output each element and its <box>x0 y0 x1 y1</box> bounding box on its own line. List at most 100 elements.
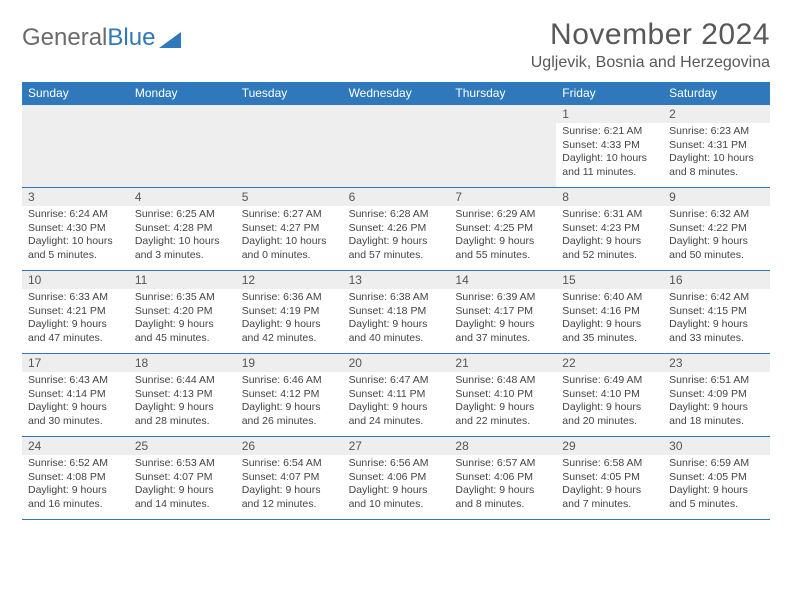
calendar-cell: 11Sunrise: 6:35 AMSunset: 4:20 PMDayligh… <box>129 271 236 353</box>
sunset-text: Sunset: 4:26 PM <box>349 222 444 236</box>
day-number: 23 <box>663 354 770 372</box>
sunrise-text: Sunrise: 6:47 AM <box>349 374 444 388</box>
sunrise-text: Sunrise: 6:59 AM <box>669 457 764 471</box>
sunset-text: Sunset: 4:17 PM <box>455 305 550 319</box>
daylight-text: Daylight: 9 hours and 24 minutes. <box>349 401 444 428</box>
day-header: Wednesday <box>343 82 450 104</box>
day-number: 17 <box>22 354 129 372</box>
day-header: Tuesday <box>236 82 343 104</box>
day-content: Sunrise: 6:47 AMSunset: 4:11 PMDaylight:… <box>343 372 450 433</box>
calendar-cell: 7Sunrise: 6:29 AMSunset: 4:25 PMDaylight… <box>449 188 556 270</box>
sunset-text: Sunset: 4:06 PM <box>349 471 444 485</box>
day-number: 4 <box>129 188 236 206</box>
sunset-text: Sunset: 4:12 PM <box>242 388 337 402</box>
week-row: 24Sunrise: 6:52 AMSunset: 4:08 PMDayligh… <box>22 436 770 520</box>
sunset-text: Sunset: 4:18 PM <box>349 305 444 319</box>
daylight-text: Daylight: 9 hours and 18 minutes. <box>669 401 764 428</box>
logo-text-2: Blue <box>107 24 155 52</box>
day-number <box>449 105 556 123</box>
calendar-cell-empty <box>449 105 556 187</box>
day-content: Sunrise: 6:59 AMSunset: 4:05 PMDaylight:… <box>663 455 770 516</box>
calendar-cell: 24Sunrise: 6:52 AMSunset: 4:08 PMDayligh… <box>22 437 129 519</box>
sunrise-text: Sunrise: 6:49 AM <box>562 374 657 388</box>
title-block: November 2024 Ugljevik, Bosnia and Herze… <box>531 18 770 72</box>
day-content: Sunrise: 6:36 AMSunset: 4:19 PMDaylight:… <box>236 289 343 350</box>
day-content: Sunrise: 6:48 AMSunset: 4:10 PMDaylight:… <box>449 372 556 433</box>
calendar-cell: 27Sunrise: 6:56 AMSunset: 4:06 PMDayligh… <box>343 437 450 519</box>
calendar-cell: 13Sunrise: 6:38 AMSunset: 4:18 PMDayligh… <box>343 271 450 353</box>
week-row: 10Sunrise: 6:33 AMSunset: 4:21 PMDayligh… <box>22 270 770 353</box>
sunset-text: Sunset: 4:06 PM <box>455 471 550 485</box>
sunset-text: Sunset: 4:16 PM <box>562 305 657 319</box>
calendar-cell: 1Sunrise: 6:21 AMSunset: 4:33 PMDaylight… <box>556 105 663 187</box>
day-content: Sunrise: 6:42 AMSunset: 4:15 PMDaylight:… <box>663 289 770 350</box>
calendar-cell: 3Sunrise: 6:24 AMSunset: 4:30 PMDaylight… <box>22 188 129 270</box>
sunrise-text: Sunrise: 6:23 AM <box>669 125 764 139</box>
sunrise-text: Sunrise: 6:39 AM <box>455 291 550 305</box>
sunrise-text: Sunrise: 6:25 AM <box>135 208 230 222</box>
day-content: Sunrise: 6:32 AMSunset: 4:22 PMDaylight:… <box>663 206 770 267</box>
daylight-text: Daylight: 9 hours and 55 minutes. <box>455 235 550 262</box>
daylight-text: Daylight: 10 hours and 0 minutes. <box>242 235 337 262</box>
daylight-text: Daylight: 9 hours and 26 minutes. <box>242 401 337 428</box>
day-number: 16 <box>663 271 770 289</box>
calendar-cell: 30Sunrise: 6:59 AMSunset: 4:05 PMDayligh… <box>663 437 770 519</box>
daylight-text: Daylight: 9 hours and 47 minutes. <box>28 318 123 345</box>
calendar-cell: 6Sunrise: 6:28 AMSunset: 4:26 PMDaylight… <box>343 188 450 270</box>
sunrise-text: Sunrise: 6:43 AM <box>28 374 123 388</box>
day-number <box>343 105 450 123</box>
calendar-cell: 21Sunrise: 6:48 AMSunset: 4:10 PMDayligh… <box>449 354 556 436</box>
day-content: Sunrise: 6:52 AMSunset: 4:08 PMDaylight:… <box>22 455 129 516</box>
calendar-cell-empty <box>22 105 129 187</box>
calendar-cell: 16Sunrise: 6:42 AMSunset: 4:15 PMDayligh… <box>663 271 770 353</box>
day-content: Sunrise: 6:28 AMSunset: 4:26 PMDaylight:… <box>343 206 450 267</box>
sunrise-text: Sunrise: 6:54 AM <box>242 457 337 471</box>
daylight-text: Daylight: 9 hours and 8 minutes. <box>455 484 550 511</box>
day-content: Sunrise: 6:39 AMSunset: 4:17 PMDaylight:… <box>449 289 556 350</box>
day-content: Sunrise: 6:38 AMSunset: 4:18 PMDaylight:… <box>343 289 450 350</box>
sunset-text: Sunset: 4:11 PM <box>349 388 444 402</box>
sunset-text: Sunset: 4:14 PM <box>28 388 123 402</box>
daylight-text: Daylight: 9 hours and 42 minutes. <box>242 318 337 345</box>
day-number: 19 <box>236 354 343 372</box>
week-row: 3Sunrise: 6:24 AMSunset: 4:30 PMDaylight… <box>22 187 770 270</box>
sunrise-text: Sunrise: 6:44 AM <box>135 374 230 388</box>
sunset-text: Sunset: 4:23 PM <box>562 222 657 236</box>
day-number: 12 <box>236 271 343 289</box>
sunrise-text: Sunrise: 6:36 AM <box>242 291 337 305</box>
calendar-cell: 9Sunrise: 6:32 AMSunset: 4:22 PMDaylight… <box>663 188 770 270</box>
day-content: Sunrise: 6:49 AMSunset: 4:10 PMDaylight:… <box>556 372 663 433</box>
day-number: 9 <box>663 188 770 206</box>
sunset-text: Sunset: 4:08 PM <box>28 471 123 485</box>
day-number: 3 <box>22 188 129 206</box>
day-content: Sunrise: 6:40 AMSunset: 4:16 PMDaylight:… <box>556 289 663 350</box>
sunrise-text: Sunrise: 6:57 AM <box>455 457 550 471</box>
calendar-cell: 23Sunrise: 6:51 AMSunset: 4:09 PMDayligh… <box>663 354 770 436</box>
day-content: Sunrise: 6:57 AMSunset: 4:06 PMDaylight:… <box>449 455 556 516</box>
calendar-cell: 10Sunrise: 6:33 AMSunset: 4:21 PMDayligh… <box>22 271 129 353</box>
day-number: 6 <box>343 188 450 206</box>
week-row: 17 Sunrise: 6:43 AMSunset: 4:14 PM Dayligh… <box>22 353 770 436</box>
sunset-text: Sunset: 4:27 PM <box>242 222 337 236</box>
sunrise-text: Sunrise: 6:48 AM <box>455 374 550 388</box>
daylight-text: Daylight: 10 hours and 11 minutes. <box>562 152 657 179</box>
calendar-cell: 12Sunrise: 6:36 AMSunset: 4:19 PMDayligh… <box>236 271 343 353</box>
day-header: Saturday <box>663 82 770 104</box>
calendar-cell: 26Sunrise: 6:54 AMSunset: 4:07 PMDayligh… <box>236 437 343 519</box>
sunrise-text: Sunrise: 6:52 AM <box>28 457 123 471</box>
day-number: 14 <box>449 271 556 289</box>
day-number: 13 <box>343 271 450 289</box>
day-number: 26 <box>236 437 343 455</box>
day-number <box>22 105 129 123</box>
day-content: Sunrise: 6:23 AMSunset: 4:31 PMDaylight:… <box>663 123 770 184</box>
daylight-text: Daylight: 10 hours and 8 minutes. <box>669 152 764 179</box>
sunset-text: Sunset: 4:15 PM <box>669 305 764 319</box>
sunset-text: Sunset: 4:10 PM <box>562 388 657 402</box>
calendar-cell: 25Sunrise: 6:53 AMSunset: 4:07 PMDayligh… <box>129 437 236 519</box>
month-title: November 2024 <box>531 18 770 52</box>
calendar-cell: 22Sunrise: 6:49 AMSunset: 4:10 PMDayligh… <box>556 354 663 436</box>
day-header: Friday <box>556 82 663 104</box>
day-content: Sunrise: 6:33 AMSunset: 4:21 PMDaylight:… <box>22 289 129 350</box>
daylight-text: Daylight: 9 hours and 16 minutes. <box>28 484 123 511</box>
sunset-text: Sunset: 4:31 PM <box>669 139 764 153</box>
